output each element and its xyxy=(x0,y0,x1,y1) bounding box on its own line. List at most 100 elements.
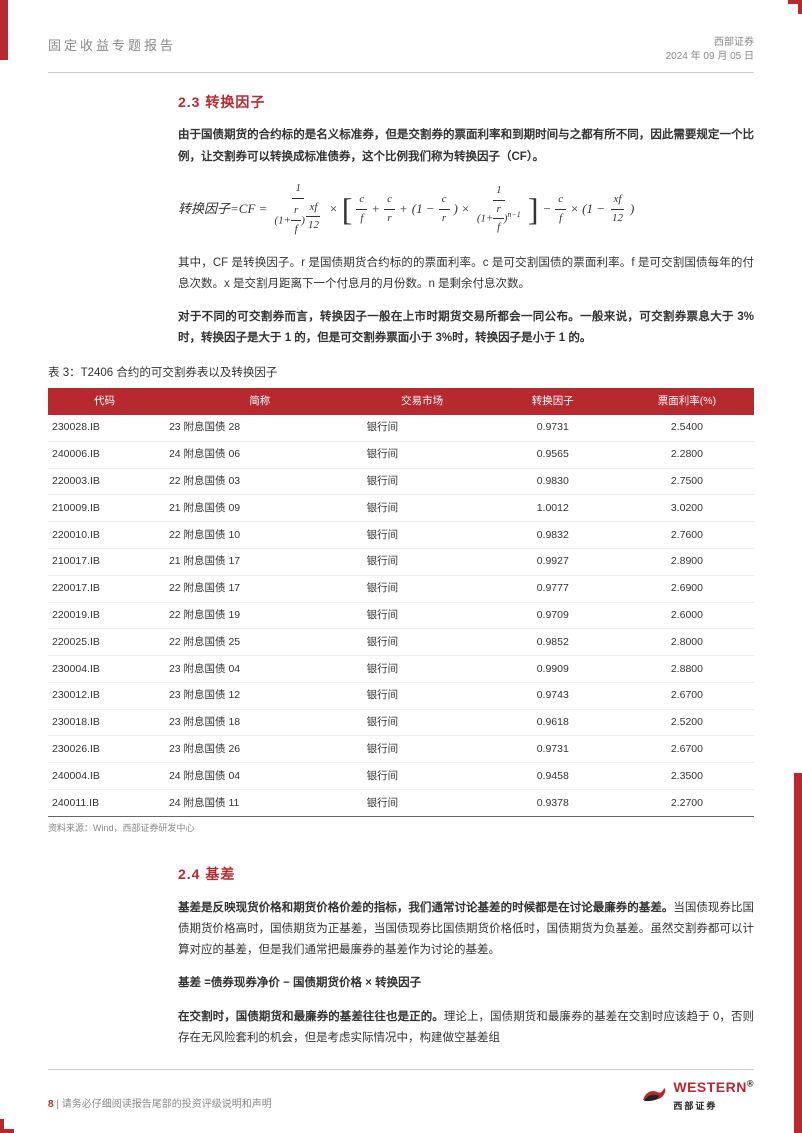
table-cell: 0.9709 xyxy=(486,602,620,629)
table-cell: 银行间 xyxy=(359,522,486,549)
col-name: 简称 xyxy=(161,388,359,415)
table-cell: 0.9731 xyxy=(486,415,620,441)
table-cell: 0.9852 xyxy=(486,629,620,656)
section-2-3-para3: 对于不同的可交割券而言，转换因子一般在上市时期货交易所都会一同公布。一般来说，可… xyxy=(178,307,754,350)
table-cell: 21 附息国债 09 xyxy=(161,495,359,522)
table-cell: 银行间 xyxy=(359,682,486,709)
table-cell: 银行间 xyxy=(359,736,486,763)
table-cell: 240011.IB xyxy=(48,790,161,817)
table-cell: 0.9832 xyxy=(486,522,620,549)
page-header: 固定收益专题报告 西部证券 2024 年 09 月 05 日 xyxy=(48,0,754,73)
table-cell: 2.6900 xyxy=(620,575,754,602)
table-cell: 2.7500 xyxy=(620,468,754,495)
table-cell: 210017.IB xyxy=(48,548,161,575)
table-cell: 2.5200 xyxy=(620,709,754,736)
table-row: 240011.IB24 附息国债 11银行间0.93782.2700 xyxy=(48,790,754,817)
table-row: 220003.IB22 附息国债 03银行间0.98302.7500 xyxy=(48,468,754,495)
col-code: 代码 xyxy=(48,388,161,415)
report-date: 2024 年 09 月 05 日 xyxy=(666,50,754,64)
table-cell: 0.9777 xyxy=(486,575,620,602)
section-2-3-para1: 由于国债期货的合约标的是名义标准券，但是交割券的票面利率和到期时间与之都有所不同… xyxy=(178,125,754,168)
col-cf: 转换因子 xyxy=(486,388,620,415)
table-cell: 0.9909 xyxy=(486,656,620,683)
table-row: 230026.IB23 附息国债 26银行间0.97312.6700 xyxy=(48,736,754,763)
table-cell: 银行间 xyxy=(359,441,486,468)
table-cell: 2.3500 xyxy=(620,763,754,790)
table-cell: 2.8000 xyxy=(620,629,754,656)
table-cell: 230018.IB xyxy=(48,709,161,736)
logo-text-block: WESTERN® 西部证券 xyxy=(673,1076,754,1113)
table-cell: 220010.IB xyxy=(48,522,161,549)
table-row: 210009.IB21 附息国债 09银行间1.00123.0200 xyxy=(48,495,754,522)
table-cell: 240006.IB xyxy=(48,441,161,468)
table-cell: 230026.IB xyxy=(48,736,161,763)
table-cell: 24 附息国债 06 xyxy=(161,441,359,468)
table-cell: 23 附息国债 18 xyxy=(161,709,359,736)
table-cell: 0.9731 xyxy=(486,736,620,763)
table-cell: 2.6700 xyxy=(620,682,754,709)
table-cell: 3.0200 xyxy=(620,495,754,522)
table-cell: 2.7600 xyxy=(620,522,754,549)
section-2-4-title: 2.4 基差 xyxy=(178,863,754,885)
footer-disclaimer: 请务必仔细阅读报告尾部的投资评级说明和声明 xyxy=(62,1099,272,1110)
table-cell: 22 附息国债 25 xyxy=(161,629,359,656)
header-meta: 西部证券 2024 年 09 月 05 日 xyxy=(666,36,754,64)
table-row: 240004.IB24 附息国债 04银行间0.94582.3500 xyxy=(48,763,754,790)
table-cell: 0.9618 xyxy=(486,709,620,736)
table-cell: 21 附息国债 17 xyxy=(161,548,359,575)
table-cell: 22 附息国债 19 xyxy=(161,602,359,629)
table-row: 230004.IB23 附息国债 04银行间0.99092.8800 xyxy=(48,656,754,683)
table-cell: 23 附息国债 26 xyxy=(161,736,359,763)
section-2-3-para2: 其中，CF 是转换因子。r 是国债期货合约标的的票面利率。c 是可交割国债的票面… xyxy=(178,253,754,296)
table-cell: 2.6700 xyxy=(620,736,754,763)
table-cell: 220003.IB xyxy=(48,468,161,495)
table-cell: 23 附息国债 28 xyxy=(161,415,359,441)
table-cell: 24 附息国债 04 xyxy=(161,763,359,790)
table-cell: 240004.IB xyxy=(48,763,161,790)
table-cell: 银行间 xyxy=(359,656,486,683)
table-cell: 银行间 xyxy=(359,548,486,575)
table-row: 220017.IB22 附息国债 17银行间0.97772.6900 xyxy=(48,575,754,602)
table-cell: 银行间 xyxy=(359,763,486,790)
table-cell: 220025.IB xyxy=(48,629,161,656)
table-cell: 220017.IB xyxy=(48,575,161,602)
table-cell: 0.9565 xyxy=(486,441,620,468)
table-cell: 23 附息国债 12 xyxy=(161,682,359,709)
footer-left: 8 | 请务必仔细阅读报告尾部的投资评级说明和声明 xyxy=(48,1097,272,1113)
table-cell: 210009.IB xyxy=(48,495,161,522)
table-cell: 230004.IB xyxy=(48,656,161,683)
table-cell: 银行间 xyxy=(359,468,486,495)
table-row: 240006.IB24 附息国债 06银行间0.95652.2800 xyxy=(48,441,754,468)
table-cell: 1.0012 xyxy=(486,495,620,522)
bull-icon xyxy=(641,1086,667,1104)
section-2-4-para1: 基差是反映现货价格和期货价格价差的指标，我们通常讨论基差的时候都是在讨论最廉券的… xyxy=(178,898,754,962)
table-cell: 2.2800 xyxy=(620,441,754,468)
page-content: 2.3 转换因子 由于国债期货的合约标的是名义标准券，但是交割券的票面利率和到期… xyxy=(0,91,802,1049)
table-cell: 银行间 xyxy=(359,495,486,522)
table-cell: 2.2700 xyxy=(620,790,754,817)
table-row: 220010.IB22 附息国债 10银行间0.98322.7600 xyxy=(48,522,754,549)
table-cell: 银行间 xyxy=(359,575,486,602)
table-cell: 230028.IB xyxy=(48,415,161,441)
table-cell: 银行间 xyxy=(359,602,486,629)
table-cell: 23 附息国债 04 xyxy=(161,656,359,683)
table-cell: 22 附息国债 17 xyxy=(161,575,359,602)
table-cell: 230012.IB xyxy=(48,682,161,709)
para1-bold: 基差是反映现货价格和期货价格价差的指标，我们通常讨论基差的时候都是在讨论最廉券的… xyxy=(178,902,673,914)
table-row: 220019.IB22 附息国债 19银行间0.97092.6000 xyxy=(48,602,754,629)
decor-corner-topright xyxy=(788,0,802,14)
cf-formula: 转换因子=CF = 1(1+rf)xf12 × [ cf + cr + (1 −… xyxy=(178,180,754,239)
table-cell: 220019.IB xyxy=(48,602,161,629)
table-cell: 银行间 xyxy=(359,629,486,656)
company-name: 西部证券 xyxy=(666,36,754,50)
table-row: 230018.IB23 附息国债 18银行间0.96182.5200 xyxy=(48,709,754,736)
table-cell: 0.9830 xyxy=(486,468,620,495)
table-cell: 2.8800 xyxy=(620,656,754,683)
table-cell: 22 附息国债 03 xyxy=(161,468,359,495)
table-cell: 2.5400 xyxy=(620,415,754,441)
table-cell: 银行间 xyxy=(359,790,486,817)
footer-logo: WESTERN® 西部证券 xyxy=(641,1076,754,1113)
page-number: 8 xyxy=(48,1099,54,1110)
table-cell: 2.8900 xyxy=(620,548,754,575)
table-3: 代码 简称 交易市场 转换因子 票面利率(%) 230028.IB23 附息国债… xyxy=(48,388,754,817)
